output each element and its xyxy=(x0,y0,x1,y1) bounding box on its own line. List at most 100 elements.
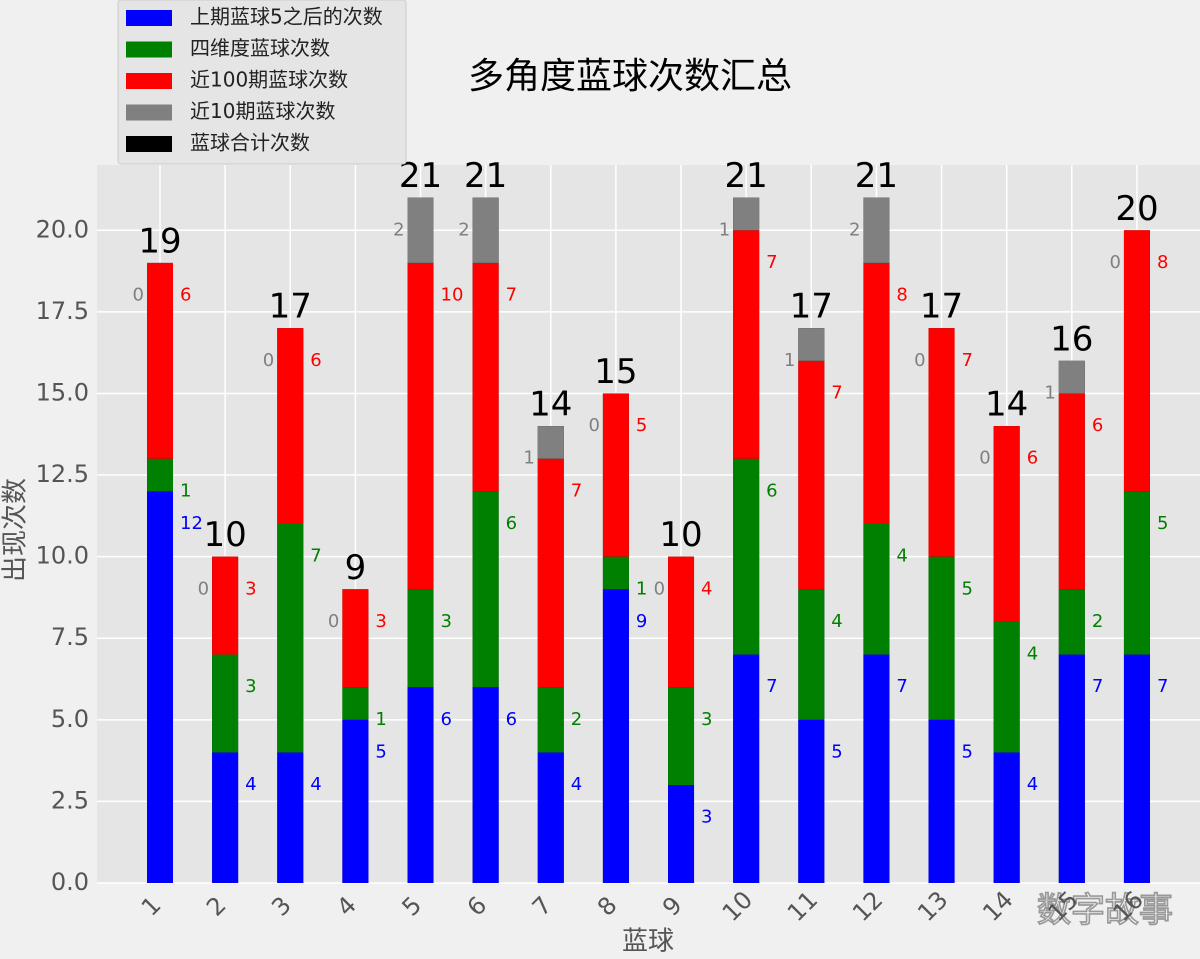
bar-segment xyxy=(277,752,304,883)
bar-segment xyxy=(733,654,760,883)
bar-segment xyxy=(602,556,629,590)
bar-segment xyxy=(863,262,890,524)
legend-swatch xyxy=(126,41,172,58)
bar-segment xyxy=(407,262,434,590)
value-label: 7 xyxy=(896,676,907,697)
value-label: 2 xyxy=(393,219,404,240)
value-label: 5 xyxy=(375,741,386,762)
y-tick-label: 0.0 xyxy=(51,868,89,896)
bar-segment xyxy=(147,491,173,883)
y-tick-label: 7.5 xyxy=(51,623,89,651)
value-label: 4 xyxy=(310,774,321,795)
y-tick-label: 10.0 xyxy=(36,542,89,570)
bar-segment xyxy=(342,687,369,720)
value-label: 5 xyxy=(636,415,647,436)
value-label: 6 xyxy=(766,480,777,501)
x-tick-label: 9 xyxy=(657,891,688,922)
value-label: 5 xyxy=(1157,513,1168,534)
bar-segment xyxy=(147,262,173,459)
bar-segment xyxy=(212,654,239,753)
bar-segment xyxy=(1058,360,1085,394)
bar-segment xyxy=(537,687,564,753)
x-tick-label: 2 xyxy=(201,891,232,922)
x-tick-label: 10 xyxy=(717,886,758,927)
value-label: 1 xyxy=(784,350,795,371)
total-label: 19 xyxy=(138,221,181,261)
x-tick-label: 4 xyxy=(331,891,362,922)
value-label: 6 xyxy=(310,350,321,371)
bar-segment xyxy=(1058,393,1085,590)
value-label: 2 xyxy=(1092,611,1103,632)
value-label: 0 xyxy=(328,611,339,632)
bar-segment xyxy=(863,654,890,883)
legend-label: 蓝球合计次数 xyxy=(190,131,310,155)
bar-segment xyxy=(993,621,1020,753)
value-label: 0 xyxy=(588,415,599,436)
legend-swatch xyxy=(126,136,172,152)
y-axis-label: 出现次数 xyxy=(1,478,31,582)
value-label: 0 xyxy=(1109,252,1120,273)
value-label: 3 xyxy=(245,578,256,599)
x-tick-label: 13 xyxy=(912,886,953,927)
value-label: 7 xyxy=(310,546,321,567)
bar-segment xyxy=(537,752,564,883)
value-label: 1 xyxy=(180,480,191,501)
y-tick-label: 15.0 xyxy=(36,378,89,406)
bar-segment xyxy=(472,197,499,263)
bar-segment xyxy=(798,589,825,720)
legend-box xyxy=(117,0,407,165)
bar-segment xyxy=(472,687,499,883)
value-label: 10 xyxy=(441,285,464,306)
value-label: 6 xyxy=(180,285,191,306)
value-label: 7 xyxy=(962,350,973,371)
value-label: 7 xyxy=(506,285,517,306)
bar-segment xyxy=(928,328,955,557)
total-label: 17 xyxy=(920,287,963,327)
value-label: 8 xyxy=(896,285,907,306)
bar-segment xyxy=(277,524,304,753)
value-label: 7 xyxy=(766,252,777,273)
value-label: 1 xyxy=(523,448,534,469)
total-label: 17 xyxy=(790,287,833,327)
total-label: 20 xyxy=(1115,189,1158,229)
y-tick-label: 20.0 xyxy=(36,215,89,243)
value-label: 1 xyxy=(1044,382,1055,403)
value-label: 0 xyxy=(979,448,990,469)
bar-segment xyxy=(602,589,629,883)
value-label: 3 xyxy=(441,611,452,632)
total-label: 14 xyxy=(985,385,1028,425)
total-label: 9 xyxy=(345,548,367,588)
y-tick-label: 17.5 xyxy=(36,297,89,325)
x-tick-label: 12 xyxy=(847,886,888,927)
value-label: 2 xyxy=(458,219,469,240)
y-tick-label: 2.5 xyxy=(51,786,89,814)
legend-swatch xyxy=(126,104,172,121)
value-label: 6 xyxy=(1027,448,1038,469)
total-label: 17 xyxy=(269,287,312,327)
value-label: 7 xyxy=(831,382,842,403)
total-label: 14 xyxy=(529,385,572,425)
bar-segment xyxy=(733,197,760,231)
value-label: 5 xyxy=(962,578,973,599)
bar-segment xyxy=(342,719,369,883)
bar-segment xyxy=(668,687,695,786)
bar-segment xyxy=(602,393,629,557)
value-label: 8 xyxy=(1157,252,1168,273)
legend-label: 四维度蓝球次数 xyxy=(190,36,330,60)
bar-segment xyxy=(472,491,499,688)
value-label: 6 xyxy=(441,709,452,730)
value-label: 0 xyxy=(914,350,925,371)
value-label: 12 xyxy=(180,513,203,534)
value-label: 7 xyxy=(1092,676,1103,697)
bar-segment xyxy=(863,197,890,263)
x-tick-label: 7 xyxy=(527,891,558,922)
bar-segment xyxy=(928,556,955,720)
bar-segment xyxy=(863,524,890,655)
value-label: 4 xyxy=(896,546,907,567)
bar-segment xyxy=(993,426,1020,622)
bar-segment xyxy=(798,360,825,590)
bar-segment xyxy=(1058,654,1085,883)
bar-segment xyxy=(407,687,434,883)
bar-segment xyxy=(1058,589,1085,655)
